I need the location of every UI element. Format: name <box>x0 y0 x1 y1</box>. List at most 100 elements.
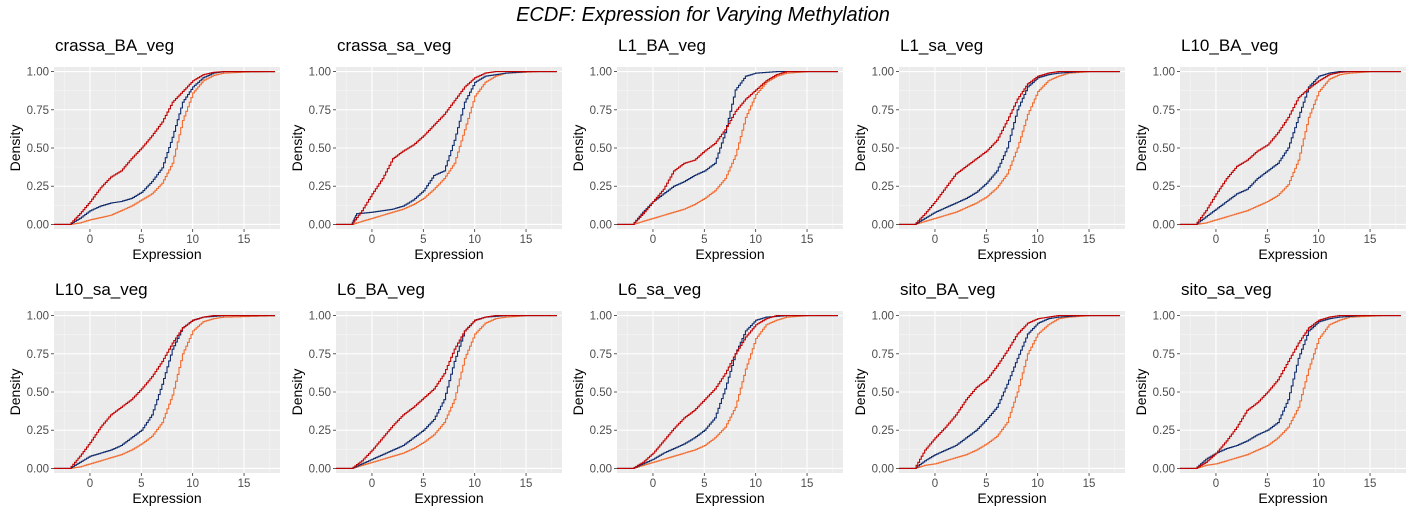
y-tick-label: 0.25 <box>1153 181 1175 193</box>
x-tick-label: 10 <box>186 478 199 490</box>
facet-panel: L1_sa_veg 0 5 10 15 0.00 0.25 0.50 0.75 1.00 Expre… <box>852 36 1125 262</box>
facet-title: L1_sa_veg <box>900 36 983 55</box>
ecdf-series-line <box>617 71 838 225</box>
x-tick-label: 0 <box>650 234 656 246</box>
x-tick-label: 5 <box>138 234 144 246</box>
x-axis-label: Expression <box>1258 490 1327 506</box>
ecdf-series-line <box>617 315 838 469</box>
y-tick-label: 0.50 <box>309 143 331 155</box>
ecdf-series-line <box>617 315 838 469</box>
y-tick-label: 0.75 <box>27 349 49 361</box>
y-axis-label: Density <box>852 369 868 416</box>
x-tick-label: 5 <box>420 478 426 490</box>
x-tick-label: 15 <box>801 478 814 490</box>
facet-panel: crassa_BA_veg 0 5 10 15 0.00 0.25 0.50 0.75 1.00 E… <box>7 36 280 262</box>
ecdf-series-line <box>617 315 838 469</box>
ecdf-series-line <box>617 71 838 225</box>
y-tick-label: 0.75 <box>872 349 894 361</box>
facet-title: sito_BA_veg <box>900 280 995 299</box>
y-tick-label: 0.75 <box>872 105 894 117</box>
ecdf-series-line <box>54 315 276 469</box>
y-tick-label: 0.00 <box>590 219 612 231</box>
facet-title: L6_BA_veg <box>337 280 425 299</box>
ecdf-series-line <box>1180 315 1401 469</box>
y-tick-label: 0.50 <box>27 387 49 399</box>
y-tick-label: 0.50 <box>590 143 612 155</box>
y-axis-label: Density <box>289 369 305 416</box>
x-tick-label: 0 <box>87 478 93 490</box>
y-axis-label: Density <box>1133 125 1149 172</box>
x-tick-label: 10 <box>1031 234 1044 246</box>
facet-title: L10_sa_veg <box>55 280 148 299</box>
x-tick-label: 15 <box>520 478 533 490</box>
y-tick-label: 0.25 <box>309 181 331 193</box>
y-tick-label: 0.25 <box>872 425 894 437</box>
x-tick-label: 5 <box>420 234 426 246</box>
x-tick-label: 15 <box>238 234 251 246</box>
y-axis-label: Density <box>570 125 586 172</box>
y-tick-label: 0.50 <box>1153 143 1175 155</box>
x-tick-label: 5 <box>983 234 989 246</box>
x-tick-label: 5 <box>138 478 144 490</box>
ecdf-series-line <box>336 315 557 469</box>
ecdf-series-line <box>899 71 1120 225</box>
x-tick-label: 0 <box>369 234 375 246</box>
x-axis-label: Expression <box>1258 246 1327 262</box>
ecdf-series-line <box>1180 71 1401 225</box>
y-tick-label: 0.50 <box>872 387 894 399</box>
x-tick-label: 15 <box>1364 478 1377 490</box>
y-tick-label: 0.75 <box>309 105 331 117</box>
y-tick-label: 0.75 <box>590 105 612 117</box>
x-axis-label: Expression <box>132 490 201 506</box>
facet-title: crassa_sa_veg <box>337 36 451 55</box>
y-tick-label: 0.00 <box>309 463 331 475</box>
x-tick-label: 15 <box>1364 234 1377 246</box>
ecdf-series-line <box>899 71 1120 225</box>
x-tick-label: 15 <box>1083 234 1096 246</box>
facet-title: sito_sa_veg <box>1181 280 1272 299</box>
y-tick-label: 1.00 <box>872 67 894 79</box>
ecdf-series-line <box>54 71 276 225</box>
y-axis-label: Density <box>570 369 586 416</box>
x-tick-label: 15 <box>238 478 251 490</box>
y-tick-label: 0.75 <box>27 105 49 117</box>
y-axis-label: Density <box>7 369 23 416</box>
y-tick-label: 0.25 <box>309 425 331 437</box>
x-tick-label: 10 <box>749 478 762 490</box>
facet-panel: L1_BA_veg 0 5 10 15 0.00 0.25 0.50 0.75 1.00 Expre… <box>570 36 843 262</box>
y-tick-label: 0.50 <box>590 387 612 399</box>
y-tick-label: 0.00 <box>27 463 49 475</box>
y-tick-label: 1.00 <box>1153 311 1175 323</box>
ecdf-series-line <box>336 315 557 469</box>
facet-panel: crassa_sa_veg 0 5 10 15 0.00 0.25 0.50 0.75 1.00 E… <box>289 36 562 262</box>
y-tick-label: 0.25 <box>590 181 612 193</box>
y-tick-label: 0.00 <box>27 219 49 231</box>
y-axis-label: Density <box>1133 369 1149 416</box>
y-tick-label: 1.00 <box>309 311 331 323</box>
x-tick-label: 5 <box>701 234 707 246</box>
facet-panel: sito_BA_veg 0 5 10 15 0.00 0.25 0.50 0.75 1.00 Exp… <box>852 280 1125 506</box>
x-tick-label: 10 <box>1031 478 1044 490</box>
y-tick-label: 0.50 <box>27 143 49 155</box>
figure-title: ECDF: Expression for Varying Methylation <box>516 4 890 26</box>
y-tick-label: 0.00 <box>309 219 331 231</box>
y-tick-label: 0.25 <box>27 181 49 193</box>
y-tick-label: 0.25 <box>872 181 894 193</box>
y-axis-label: Density <box>7 125 23 172</box>
x-tick-label: 0 <box>932 234 938 246</box>
ecdf-series-line <box>336 71 557 225</box>
x-tick-label: 15 <box>1083 478 1096 490</box>
y-tick-label: 1.00 <box>27 67 49 79</box>
x-tick-label: 0 <box>1213 478 1219 490</box>
x-tick-label: 5 <box>1264 234 1270 246</box>
y-tick-label: 0.25 <box>590 425 612 437</box>
y-tick-label: 1.00 <box>590 311 612 323</box>
ecdf-series-line <box>1180 315 1401 469</box>
ecdf-series-line <box>899 71 1120 225</box>
facet-panel: L10_BA_veg 0 5 10 15 0.00 0.25 0.50 0.75 1.00 Expr… <box>1133 36 1406 262</box>
x-tick-label: 5 <box>701 478 707 490</box>
facet-title: L1_BA_veg <box>618 36 706 55</box>
ecdf-series-line <box>336 71 557 225</box>
y-tick-label: 1.00 <box>27 311 49 323</box>
y-tick-label: 1.00 <box>309 67 331 79</box>
